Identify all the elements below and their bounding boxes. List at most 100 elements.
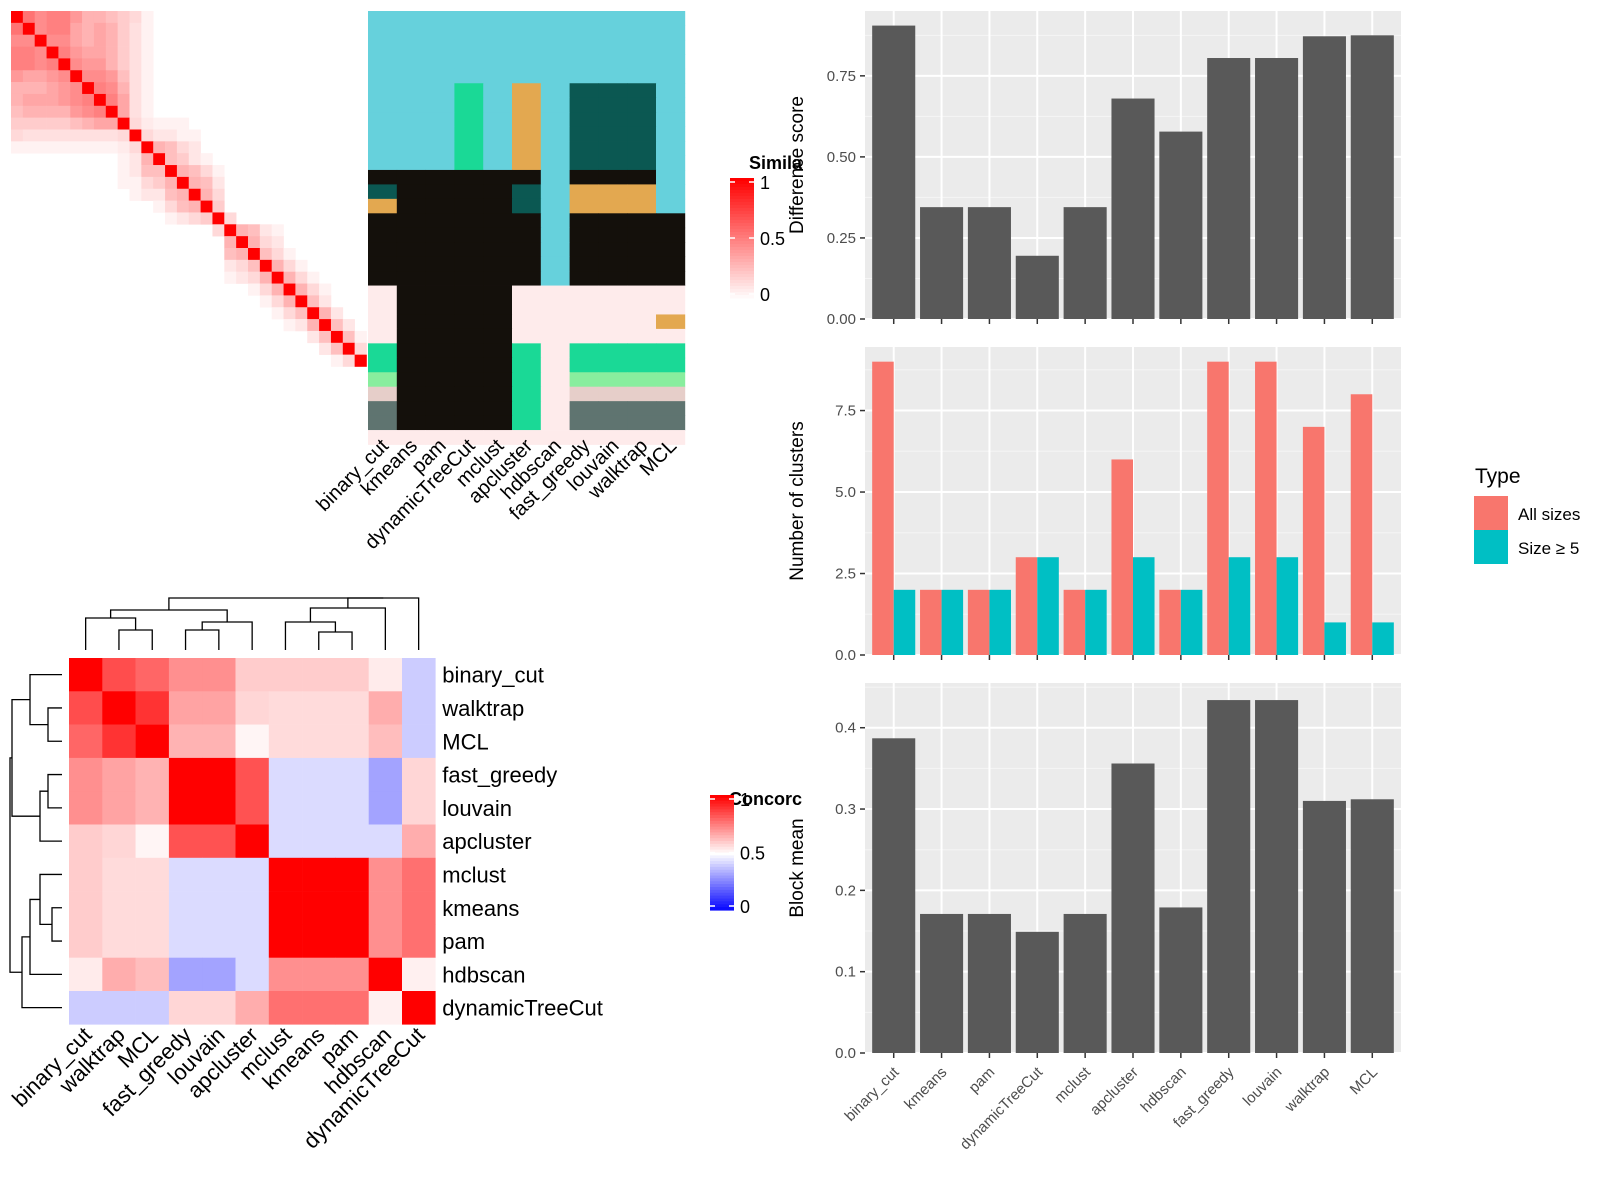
concordance-cell (135, 724, 170, 759)
similarity-cell (319, 330, 332, 344)
membership-cell (454, 213, 484, 229)
similarity-cell (224, 259, 237, 272)
similarity-cell (224, 248, 237, 261)
bar-all-sizes (1063, 589, 1086, 655)
membership-cell (368, 256, 398, 272)
legend-colorbar-step (710, 907, 734, 911)
row-dendrogram-link (11, 698, 40, 817)
legend-colorbar-step (710, 875, 734, 879)
concordance-cell (235, 924, 270, 958)
membership-cell (396, 97, 426, 113)
concordance-cell (102, 791, 136, 825)
membership-cell (425, 343, 455, 359)
concordance-cell (202, 658, 236, 692)
bar-all-sizes (1350, 394, 1373, 655)
x-tick-label: pam (966, 1064, 999, 1097)
y-tick-label: 7.5 (835, 403, 856, 420)
membership-cell (454, 300, 484, 315)
similarity-cell (117, 141, 130, 154)
membership-cell (396, 328, 426, 344)
membership-cell (425, 256, 455, 272)
membership-cell (569, 430, 599, 445)
membership-cell (396, 126, 426, 142)
similarity-cell (117, 58, 130, 71)
legend-colorbar-step (730, 265, 754, 269)
membership-cell (598, 198, 628, 214)
membership-cell (425, 401, 455, 416)
membership-cell (569, 328, 599, 344)
concordance-cell (268, 991, 303, 1025)
legend-colorbar-step (730, 232, 754, 236)
membership-cell (512, 126, 542, 142)
membership-cell (483, 271, 513, 286)
membership-cell (540, 242, 570, 258)
bar (1015, 255, 1059, 319)
bar-all-sizes (1302, 426, 1325, 655)
similarity-cell (200, 153, 213, 166)
similarity-cell (153, 176, 166, 190)
membership-cell (540, 415, 570, 431)
membership-cell (569, 213, 599, 229)
membership-cell (454, 184, 484, 200)
concordance-cell (102, 724, 136, 759)
membership-cell (627, 343, 657, 359)
membership-cell (396, 169, 426, 185)
similarity-cell (58, 58, 71, 71)
concordance-row-label: binary_cut (442, 663, 544, 688)
legend-colorbar-step (730, 220, 754, 224)
membership-cell (368, 198, 398, 214)
membership-cell (454, 11, 484, 26)
similarity-cell (105, 70, 118, 83)
concordance-cell (102, 891, 136, 925)
membership-cell (396, 39, 426, 55)
membership-cell (540, 343, 570, 359)
membership-cell (656, 357, 686, 373)
membership-cell (483, 328, 513, 344)
membership-cell (569, 198, 599, 214)
membership-cell (425, 169, 455, 185)
concordance-cell (69, 824, 103, 859)
column-dendrogram-link (309, 607, 386, 650)
membership-cell (368, 300, 398, 315)
legend-colorbar-step (730, 256, 754, 260)
membership-cell (512, 227, 542, 243)
membership-cell (368, 141, 398, 156)
similarity-cell (259, 259, 272, 272)
x-tick-label: walktrap (1281, 1064, 1333, 1116)
membership-cell (425, 54, 455, 70)
similarity-cell (176, 141, 190, 154)
membership-cell (454, 97, 484, 113)
membership-cell (425, 11, 455, 26)
similarity-cell (295, 283, 308, 296)
membership-cell (368, 54, 398, 70)
membership-cell (656, 227, 686, 243)
membership-cell (598, 112, 628, 127)
concordance-cell (69, 857, 103, 892)
membership-cell (656, 430, 686, 445)
concordance-cell (168, 691, 203, 725)
concordance-cell (402, 791, 436, 825)
membership-cell (656, 54, 686, 70)
similarity-cell (188, 141, 201, 154)
membership-cell (396, 386, 426, 402)
concordance-cell (302, 891, 336, 925)
concordance-row-label: MCL (442, 729, 488, 754)
similarity-cell (105, 129, 118, 142)
similarity-cell (188, 129, 201, 142)
membership-cell (454, 198, 484, 214)
similarity-cell (129, 22, 142, 35)
legend-colorbar-step (710, 818, 734, 822)
concordance-cell (135, 658, 170, 692)
similarity-cell (34, 105, 47, 118)
concordance-cell (202, 691, 236, 725)
bar-size5 (893, 589, 916, 655)
similarity-cell (82, 141, 95, 154)
membership-cell (598, 372, 628, 388)
concordance-cell (135, 691, 170, 725)
legend-colorbar-step (710, 846, 734, 851)
membership-cell (483, 83, 513, 99)
block-mean-chart: 0.0 0.1 0.2 0.3 0.4 Block mean binary_cutkmean… (787, 683, 1401, 1153)
membership-cell (598, 169, 628, 185)
bar (1015, 931, 1059, 1053)
